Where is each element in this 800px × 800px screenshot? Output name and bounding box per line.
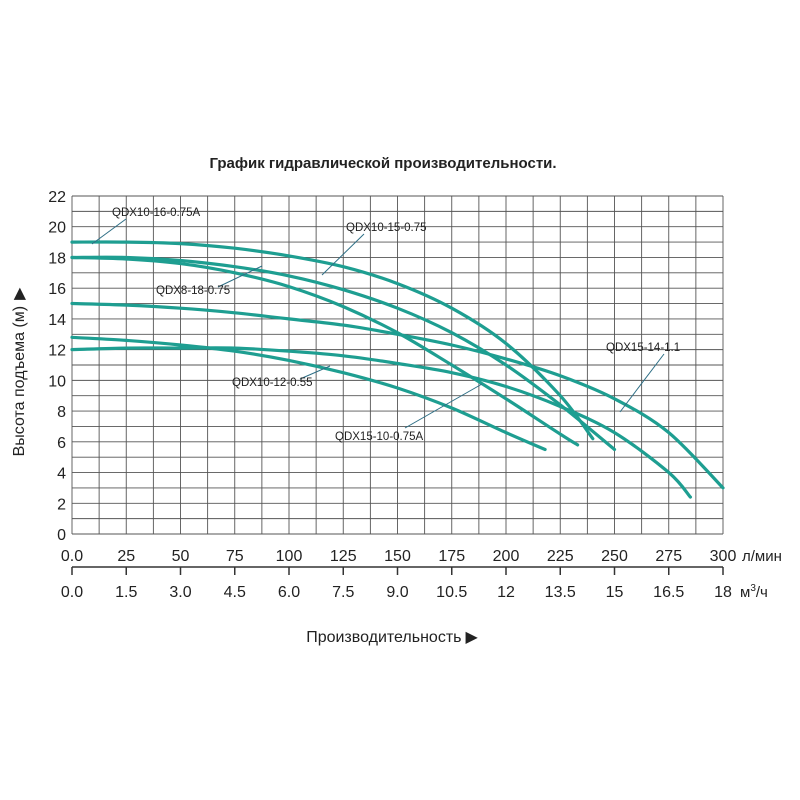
y-tick-label: 8 <box>57 404 66 421</box>
x-unit-secondary: м3/ч <box>740 583 768 601</box>
label-leader-line <box>321 233 365 276</box>
label-leader-line <box>217 265 263 288</box>
x-tick-label: 275 <box>655 548 682 565</box>
x-tick-label: 225 <box>547 548 574 565</box>
y-tick-label: 18 <box>48 250 66 267</box>
x-tick-label-secondary: 9.0 <box>386 584 408 601</box>
x-tick-label-secondary: 6.0 <box>278 584 300 601</box>
y-tick-label: 6 <box>57 435 66 452</box>
y-tick-label: 14 <box>48 312 66 329</box>
x-tick-label: 200 <box>493 548 520 565</box>
y-tick-label: 10 <box>48 373 66 390</box>
y-tick-label: 16 <box>48 281 66 298</box>
x-tick-labels-secondary: 0.0 1.5 3.0 4.5 6.0 7.5 9.0 10.5 12 13.5 15 16.5 18 <box>61 584 732 601</box>
x-tick-label-secondary: 13.5 <box>545 584 576 601</box>
x-axis-arrow: ▶ <box>465 629 478 646</box>
y-axis-label-text: Высота подъема (м) <box>11 306 28 456</box>
x-tick-label: 175 <box>438 548 465 565</box>
series-curve <box>70 255 580 447</box>
label-leader-line <box>619 353 665 413</box>
y-axis-label: Высота подъема (м) ▶ <box>11 287 28 456</box>
secondary-axis-ticks <box>71 567 724 575</box>
label-leader-line <box>91 218 127 245</box>
y-tick-label: 22 <box>48 189 66 206</box>
curve-labels: QDX10-16-0.75A QDX10-15-0.75 QDX8-18-0.75 Q… <box>112 207 680 443</box>
x-tick-label: 250 <box>601 548 628 565</box>
series-curve <box>70 335 547 452</box>
chart-title: График гидравлической производительности… <box>209 155 556 172</box>
x-tick-labels: 0.0 25 50 75 100 125 150 175 200 225 250 275 300 <box>61 548 737 565</box>
x-unit-primary: л/мин <box>742 548 782 565</box>
x-tick-label-secondary: 0.0 <box>61 584 83 601</box>
x-tick-label-secondary: 15 <box>606 584 624 601</box>
x-tick-label: 0.0 <box>61 548 83 565</box>
label-leaders <box>91 218 665 429</box>
x-tick-label-secondary: 7.5 <box>332 584 354 601</box>
series-curve <box>70 255 617 452</box>
x-tick-label: 100 <box>276 548 303 565</box>
series-curve <box>70 240 595 441</box>
x-tick-label-secondary: 16.5 <box>653 584 684 601</box>
x-tick-label-secondary: 12 <box>497 584 515 601</box>
y-tick-label: 0 <box>57 527 66 544</box>
series-label: QDX10-15-0.75 <box>346 222 427 234</box>
x-tick-label: 300 <box>710 548 737 565</box>
x-axis-label: Производительность ▶ <box>306 629 478 646</box>
x-unit-secondary-text: м3/ч <box>740 583 768 601</box>
series-curve <box>70 301 725 490</box>
x-tick-label-secondary: 1.5 <box>115 584 137 601</box>
series-curve <box>70 346 692 499</box>
x-tick-label: 75 <box>226 548 244 565</box>
y-tick-label: 20 <box>48 220 66 237</box>
series-label: QDX10-16-0.75A <box>112 207 201 219</box>
series-label: QDX15-10-0.75A <box>335 431 424 443</box>
x-tick-label: 25 <box>117 548 135 565</box>
curves <box>70 240 725 499</box>
x-tick-label-secondary: 3.0 <box>169 584 191 601</box>
x-tick-label-secondary: 10.5 <box>436 584 467 601</box>
x-tick-label: 125 <box>330 548 357 565</box>
y-tick-label: 12 <box>48 343 66 360</box>
y-tick-label: 4 <box>57 466 66 483</box>
label-leader-line <box>404 383 483 429</box>
series-label: QDX8-18-0.75 <box>156 285 230 297</box>
x-tick-label: 150 <box>384 548 411 565</box>
series-label: QDX15-14-1.1 <box>606 342 680 354</box>
y-axis-arrow: ▶ <box>11 287 28 300</box>
y-tick-labels: 0 2 4 6 8 10 12 14 16 18 20 22 <box>48 189 66 544</box>
label-leader-line <box>299 365 331 380</box>
x-tick-label-secondary: 18 <box>714 584 732 601</box>
x-tick-label: 50 <box>172 548 190 565</box>
x-tick-label-secondary: 4.5 <box>224 584 246 601</box>
series-label: QDX10-12-0.55 <box>232 377 313 389</box>
x-axis-label-text: Производительность <box>306 629 461 646</box>
y-tick-label: 2 <box>57 496 66 513</box>
